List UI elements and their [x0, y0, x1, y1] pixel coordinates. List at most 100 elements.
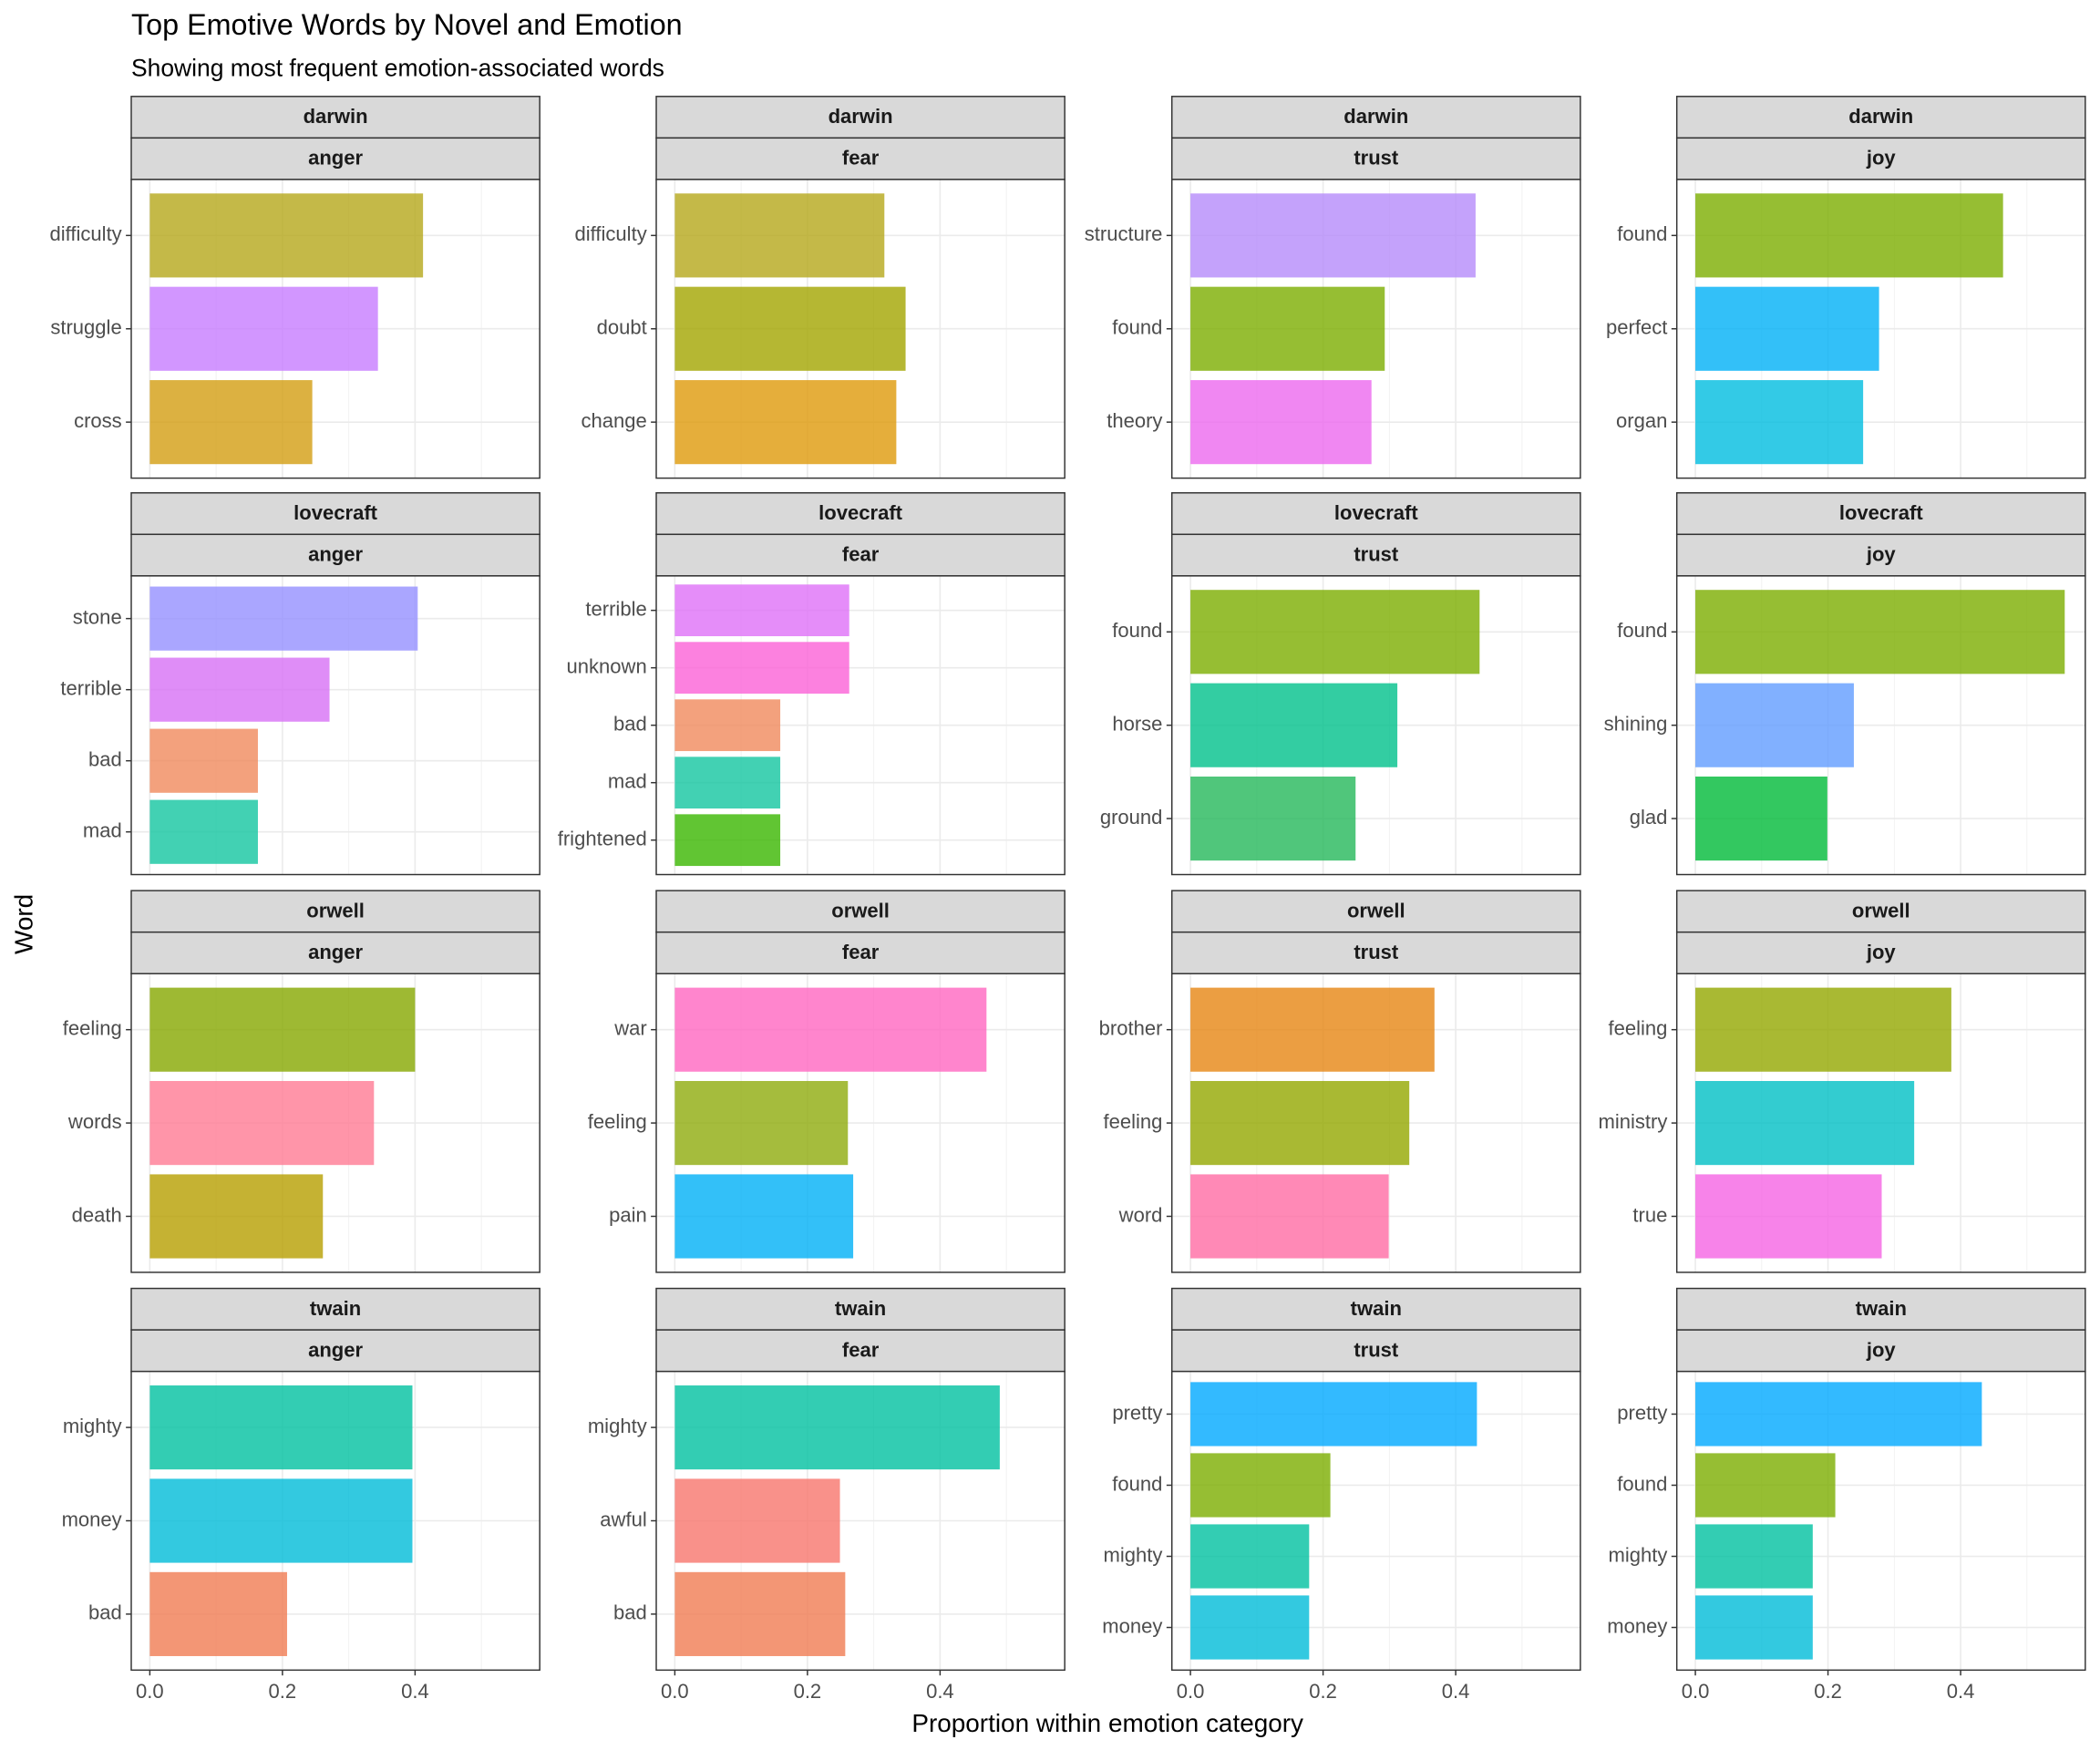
bar: [1190, 193, 1476, 278]
strip: [1170, 1287, 1581, 1331]
bar: [149, 286, 378, 371]
y-tick-label: found: [1617, 619, 1667, 642]
x-tick-label: 0.4: [926, 1680, 954, 1703]
panel-border: [1675, 973, 2086, 1273]
panel-border: [1675, 179, 2086, 479]
strip-label: orwell: [831, 899, 890, 921]
panel-border: [130, 575, 540, 876]
y-tick-label: feeling: [1608, 1017, 1667, 1040]
y-tick-label: ministry: [1599, 1110, 1668, 1133]
x-tick-label: 0.2: [794, 1680, 822, 1703]
strip-label: orwell: [1852, 899, 1910, 921]
y-tick-label: found: [1112, 316, 1162, 339]
bar: [1190, 1174, 1389, 1259]
bar: [1190, 683, 1398, 767]
y-tick-label: cross: [74, 409, 122, 432]
bar: [1190, 380, 1372, 465]
y-tick-label: word: [1118, 1203, 1163, 1226]
strip-label: fear: [842, 543, 880, 566]
panel-border: [1170, 179, 1581, 479]
bar: [674, 699, 781, 752]
bar: [674, 1385, 1000, 1470]
strip-label: darwin: [304, 105, 368, 128]
bar: [1190, 590, 1480, 674]
bar: [674, 642, 849, 695]
strip-label: fear: [842, 1338, 880, 1361]
y-tick-label: mad: [608, 770, 647, 793]
bar: [674, 380, 897, 465]
x-tick-label: 0.2: [1309, 1680, 1337, 1703]
y-tick-label: death: [72, 1203, 122, 1226]
x-tick-label: 0.4: [401, 1680, 429, 1703]
y-tick-label: mighty: [588, 1415, 647, 1437]
strip-label: lovecraft: [293, 501, 377, 524]
chart-subtitle: Showing most frequent emotion-associated…: [131, 54, 664, 81]
y-tick-label: awful: [600, 1508, 646, 1530]
y-tick-label: mighty: [1104, 1543, 1163, 1566]
y-tick-label: mad: [83, 819, 122, 842]
bar: [149, 193, 424, 278]
bar: [1190, 1453, 1331, 1518]
strip-label: joy: [1866, 1338, 1897, 1361]
y-tick-label: difficulty: [575, 222, 647, 245]
bar: [1695, 590, 2065, 674]
bar: [149, 657, 330, 722]
y-tick-label: ground: [1100, 806, 1163, 829]
y-tick-label: feeling: [63, 1017, 122, 1040]
strip: [130, 931, 540, 974]
panel-border: [655, 973, 1065, 1273]
bar: [1190, 1081, 1410, 1166]
bar: [1695, 1595, 1813, 1660]
strip-label: darwin: [1848, 105, 1913, 128]
y-tick-label: brother: [1099, 1017, 1163, 1040]
y-tick-label: bad: [613, 1601, 647, 1624]
bar: [674, 1174, 854, 1259]
bar: [674, 1571, 846, 1656]
strip: [655, 492, 1065, 536]
y-tick-label: glad: [1630, 806, 1668, 829]
strip-label: trust: [1354, 543, 1399, 566]
strip-label: trust: [1354, 1338, 1399, 1361]
bar: [149, 1385, 413, 1470]
y-tick-label: unknown: [567, 654, 647, 677]
x-axis-title: Proportion within emotion category: [911, 1709, 1303, 1737]
strip: [130, 533, 540, 577]
y-tick-label: bad: [613, 713, 647, 736]
strip: [1170, 137, 1581, 180]
y-tick-label: difficulty: [50, 222, 122, 245]
bar: [1190, 1595, 1310, 1660]
y-tick-label: theory: [1107, 409, 1162, 432]
panel-border: [1675, 575, 2086, 876]
y-tick-label: pain: [609, 1203, 647, 1226]
strip: [655, 890, 1065, 933]
bar: [149, 586, 418, 651]
x-tick-label: 0.4: [1947, 1680, 1975, 1703]
strip-label: twain: [1856, 1297, 1907, 1320]
y-tick-label: pretty: [1617, 1401, 1667, 1424]
strip-label: lovecraft: [1334, 501, 1418, 524]
bar: [1190, 776, 1356, 861]
strip: [130, 492, 540, 536]
strip-label: anger: [308, 1338, 363, 1361]
bar: [674, 193, 885, 278]
bar: [1695, 776, 1827, 861]
panel-border: [655, 179, 1065, 479]
strip-label: joy: [1866, 543, 1897, 566]
x-tick-label: 0.2: [1814, 1680, 1842, 1703]
strip-label: anger: [308, 543, 363, 566]
y-tick-label: found: [1112, 619, 1162, 642]
bar: [1190, 286, 1385, 371]
panel-border: [655, 1370, 1065, 1672]
strip: [655, 1287, 1065, 1331]
bar: [674, 814, 781, 867]
plot-area: Top Emotive Words by Novel and Emotion S…: [9, 8, 2086, 1737]
y-tick-label: feeling: [588, 1110, 647, 1133]
y-tick-label: words: [67, 1110, 122, 1133]
bar: [1695, 1174, 1882, 1259]
bar: [1695, 380, 1864, 465]
bar: [1695, 1453, 1836, 1518]
y-tick-label: organ: [1616, 409, 1667, 432]
strip: [130, 890, 540, 933]
y-tick-label: doubt: [597, 316, 647, 339]
